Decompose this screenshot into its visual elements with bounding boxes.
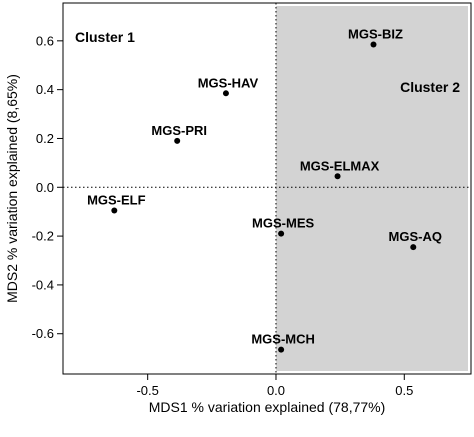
y-tick-label: -0.2 [32, 229, 54, 244]
point-mgs-elmax [334, 173, 341, 180]
y-tick-label: -0.6 [32, 326, 54, 341]
point-label-mgs-pri: MGS-PRI [151, 123, 207, 138]
point-mgs-elf [111, 207, 118, 214]
y-tick-label: 0.0 [36, 180, 54, 195]
cluster-1-label: Cluster 1 [75, 29, 135, 45]
y-tick-label: 0.6 [36, 33, 54, 48]
x-tick-label: 0.0 [267, 383, 285, 398]
point-mgs-aq [410, 244, 417, 251]
point-mgs-mch [278, 346, 285, 353]
points-layer [111, 41, 417, 353]
point-label-mgs-hav: MGS-HAV [198, 75, 259, 90]
x-axis-title: MDS1 % variation explained (78,77%) [149, 399, 386, 415]
point-label-mgs-aq: MGS-AQ [389, 229, 442, 244]
point-mgs-biz [370, 41, 377, 48]
cluster-2-shaded-region [275, 6, 468, 371]
point-label-mgs-mch: MGS-MCH [251, 332, 315, 347]
cluster-2-label: Cluster 2 [400, 79, 460, 95]
x-axis-ticks: -0.5 0.0 0.5 [136, 374, 413, 398]
point-mgs-pri [174, 137, 181, 144]
y-axis-ticks: 0.6 0.4 0.2 0.0 -0.2 -0.4 -0.6 [32, 33, 63, 341]
point-mgs-mes [278, 230, 285, 237]
plot-frame [62, 2, 472, 375]
y-tick-label: 0.4 [36, 82, 54, 97]
point-label-mgs-biz: MGS-BIZ [348, 26, 403, 41]
y-tick-label: -0.4 [32, 277, 54, 292]
point-labels-layer: MGS-BIZ MGS-HAV MGS-PRI MGS-ELMAX MGS-ELF MGS… [87, 26, 442, 346]
y-axis-title: MDS2 % variation explained (8,65%) [4, 74, 20, 303]
point-label-mgs-mes: MGS-MES [252, 216, 314, 231]
point-label-mgs-elf: MGS-ELF [87, 192, 146, 207]
point-label-mgs-elmax: MGS-ELMAX [300, 158, 380, 173]
point-mgs-hav [222, 90, 229, 97]
x-tick-label: 0.5 [395, 383, 413, 398]
x-tick-label: -0.5 [136, 383, 158, 398]
y-tick-label: 0.2 [36, 131, 54, 146]
